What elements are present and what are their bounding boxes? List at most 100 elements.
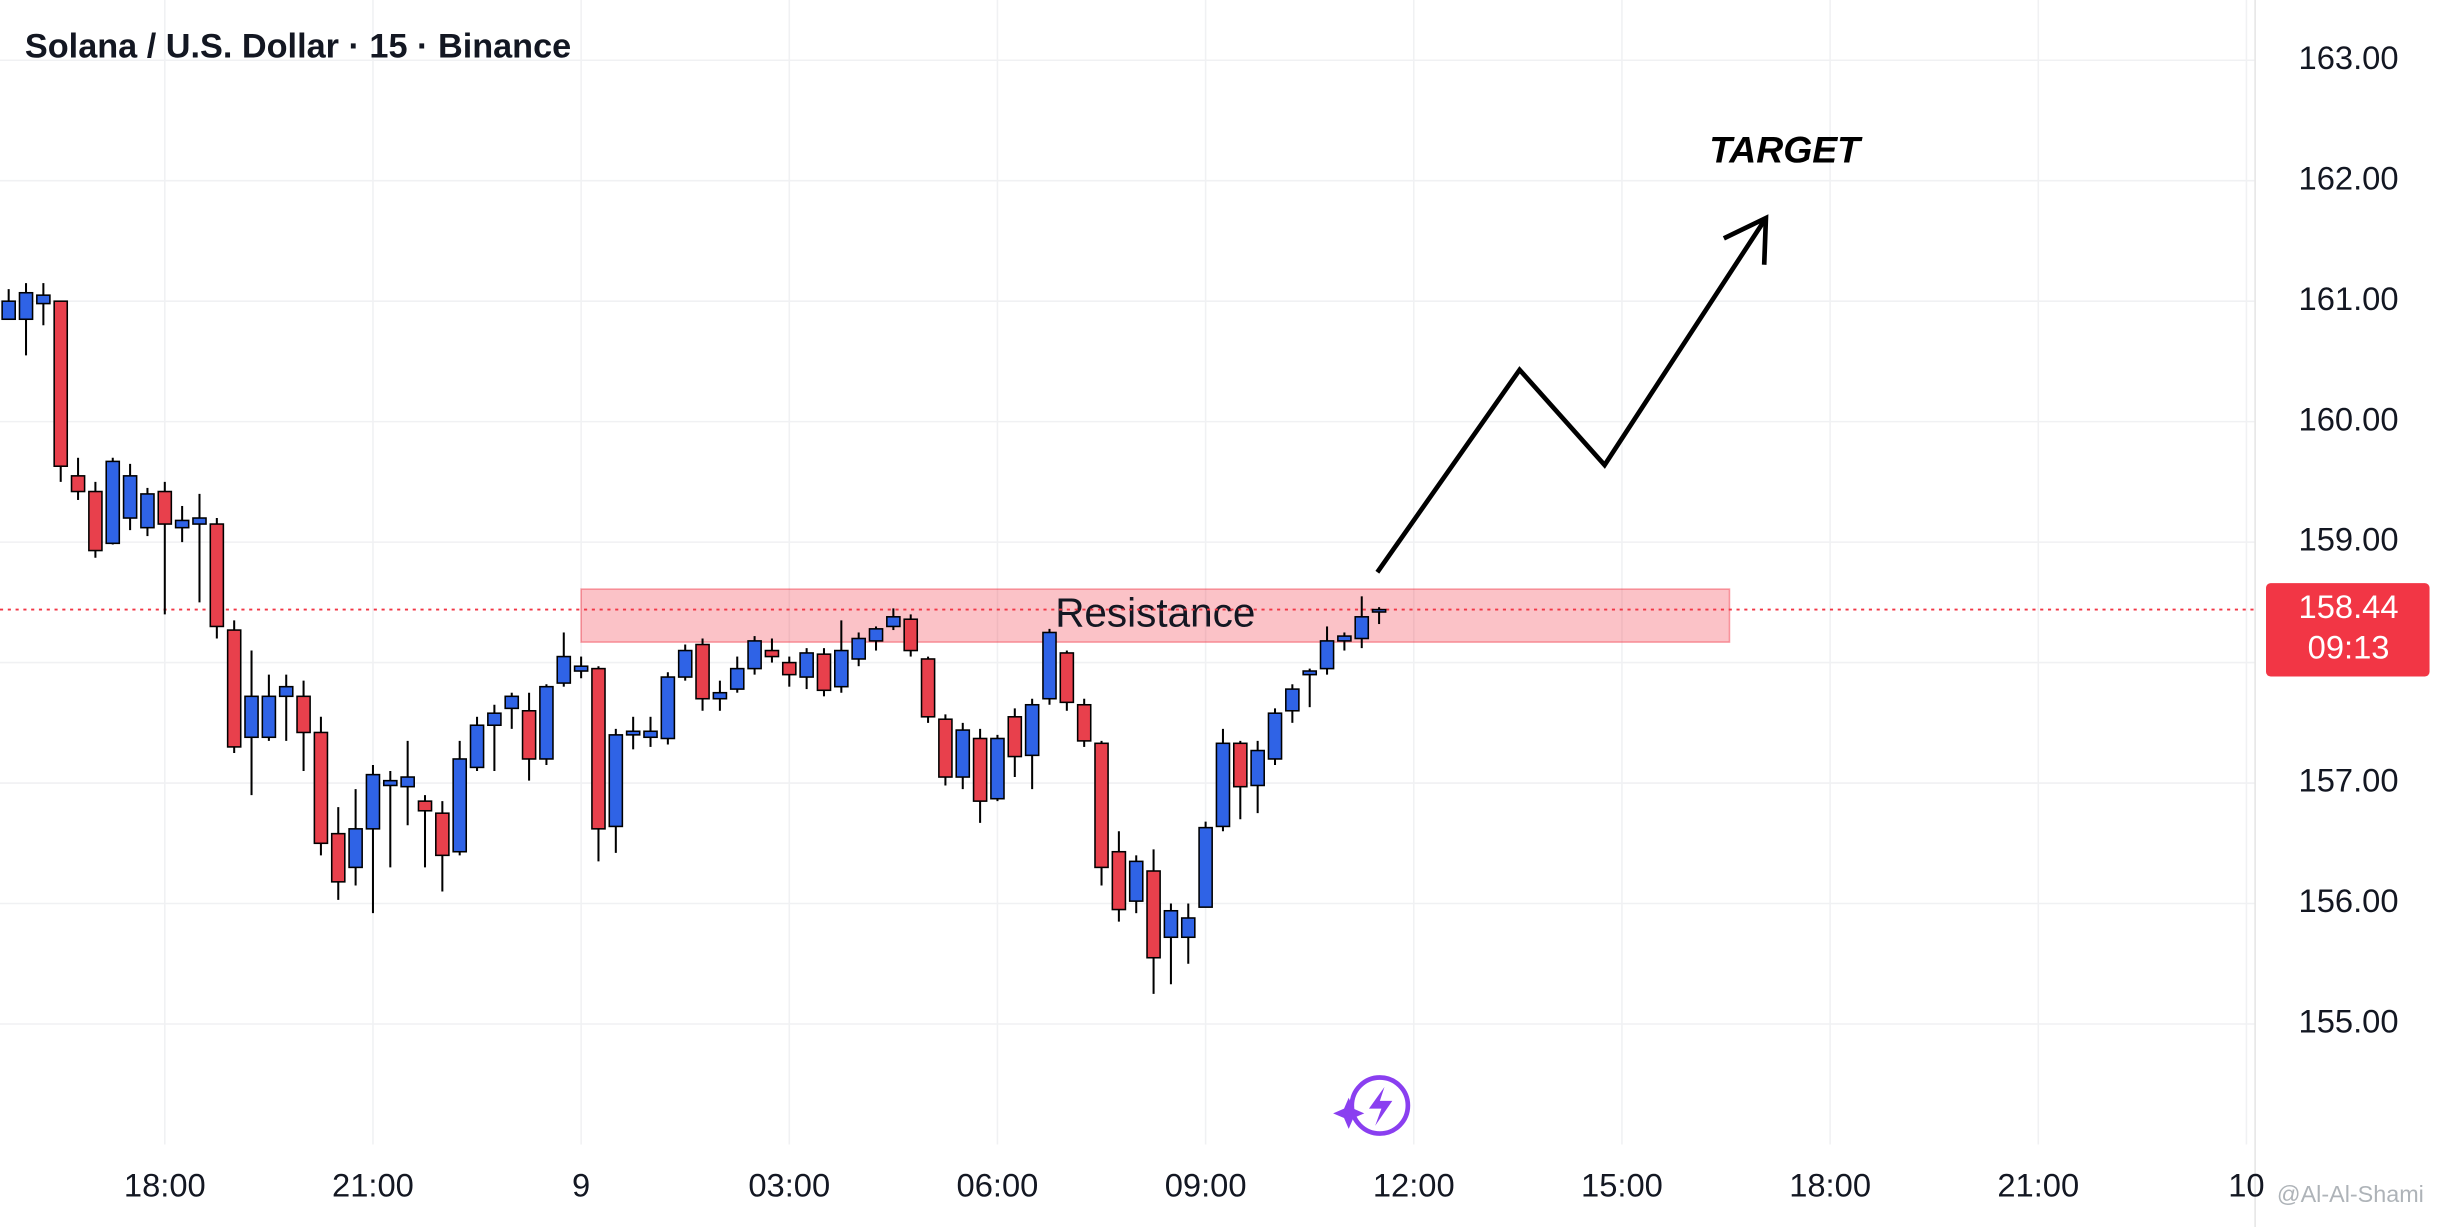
candle-body (764, 649, 780, 658)
candle-body (643, 730, 658, 739)
y-tick-label: 160.00 (2299, 400, 2399, 437)
candle-body (1111, 850, 1127, 911)
y-tick-label: 162.00 (2299, 159, 2399, 196)
candle-body (816, 653, 832, 692)
candle-body (1024, 703, 1040, 757)
candle-body (834, 649, 849, 688)
candle-body (452, 758, 468, 853)
candle-body (868, 628, 884, 642)
candle-body (1267, 712, 1283, 760)
candle-body (1, 300, 16, 321)
x-tick-label: 21:00 (1997, 1167, 2079, 1204)
candle-body (1319, 640, 1335, 670)
candle-body (88, 490, 103, 552)
candle-body (1094, 742, 1109, 869)
candle-body (192, 517, 207, 525)
candle-body (365, 773, 381, 830)
candle-body (712, 691, 728, 700)
x-tick-label: 03:00 (748, 1167, 830, 1204)
candle-body (417, 800, 433, 812)
candle-body (886, 616, 901, 628)
candle-body (799, 652, 814, 678)
candle-body (122, 475, 138, 519)
candle-body (1302, 670, 1318, 676)
candle-body (435, 812, 450, 857)
candle-body (1198, 826, 1213, 908)
y-tick-label: 163.00 (2299, 39, 2399, 76)
y-tick-label: 155.00 (2299, 1003, 2399, 1040)
candle-body (955, 729, 971, 778)
price-label: 158.44 (2299, 588, 2399, 625)
candle-body (296, 695, 311, 734)
x-tick-label: 21:00 (332, 1167, 414, 1204)
candle-body (556, 655, 572, 684)
countdown-label: 09:13 (2308, 629, 2390, 666)
candle-body (608, 734, 624, 828)
candle-body (261, 695, 277, 739)
y-tick-label: 157.00 (2299, 762, 2399, 799)
assistant-icon (1333, 1075, 1411, 1136)
price-label-box (2266, 583, 2430, 677)
candle-body (1076, 703, 1092, 742)
candle-body (938, 718, 953, 778)
candle-body (625, 730, 641, 736)
candle-body (105, 460, 121, 545)
candle-body (226, 629, 242, 748)
x-tick-label: 15:00 (1581, 1167, 1663, 1204)
y-tick-label: 156.00 (2299, 882, 2399, 919)
x-tick-label: 12:00 (1373, 1167, 1455, 1204)
candle-body (157, 490, 173, 525)
candle-body (1128, 860, 1144, 902)
candle-body (140, 493, 155, 529)
y-tick-label: 161.00 (2299, 280, 2399, 317)
candle-body (660, 676, 676, 740)
chart-title: Solana / U.S. Dollar · 15 · Binance (25, 27, 571, 65)
candle-body (1059, 652, 1075, 704)
candle-body (1007, 716, 1023, 758)
arrow-head (1722, 214, 1769, 265)
candle-body (244, 695, 259, 739)
candle-body (747, 640, 762, 670)
candle-body (330, 832, 346, 883)
candle-body (382, 779, 398, 787)
candle-body (487, 712, 502, 727)
candle-body (209, 523, 225, 628)
candle-body (400, 776, 415, 788)
candle-body (1371, 608, 1387, 613)
candle-body (1250, 749, 1265, 787)
x-tick-label: 10 (2228, 1167, 2264, 1204)
candle-body (53, 300, 69, 468)
y-tick-label: 159.00 (2299, 521, 2399, 558)
candle-body (539, 685, 554, 760)
candle-body (70, 475, 86, 493)
candle-body (1354, 616, 1370, 640)
candle-body (990, 737, 1005, 800)
candle-body (1146, 870, 1161, 959)
target-label: TARGET (1709, 129, 1863, 171)
candle-body (695, 643, 710, 700)
x-tick-label: 9 (572, 1167, 590, 1204)
candle-body (972, 737, 988, 802)
candle-body (920, 658, 936, 718)
candle-body (1337, 635, 1352, 642)
candle-body (1042, 631, 1057, 700)
candle-body (1215, 742, 1231, 828)
candle-body (573, 665, 589, 672)
x-tick-label: 18:00 (124, 1167, 206, 1204)
candle-body (591, 667, 606, 830)
watermark: @Al-Al-Shami (2277, 1181, 2424, 1207)
candle-body (781, 661, 797, 676)
candle-body (1163, 909, 1179, 939)
candle-body (851, 637, 866, 660)
grid (0, 0, 2256, 1145)
x-tick-label: 09:00 (1165, 1167, 1247, 1204)
plot: Resistance TARGET (0, 129, 2256, 994)
x-tick-label: 18:00 (1789, 1167, 1871, 1204)
candle-body (729, 667, 745, 690)
candle-body (18, 291, 34, 321)
candle-body (174, 519, 190, 529)
candle-body (469, 724, 485, 769)
zone-label: Resistance (1055, 589, 1255, 635)
